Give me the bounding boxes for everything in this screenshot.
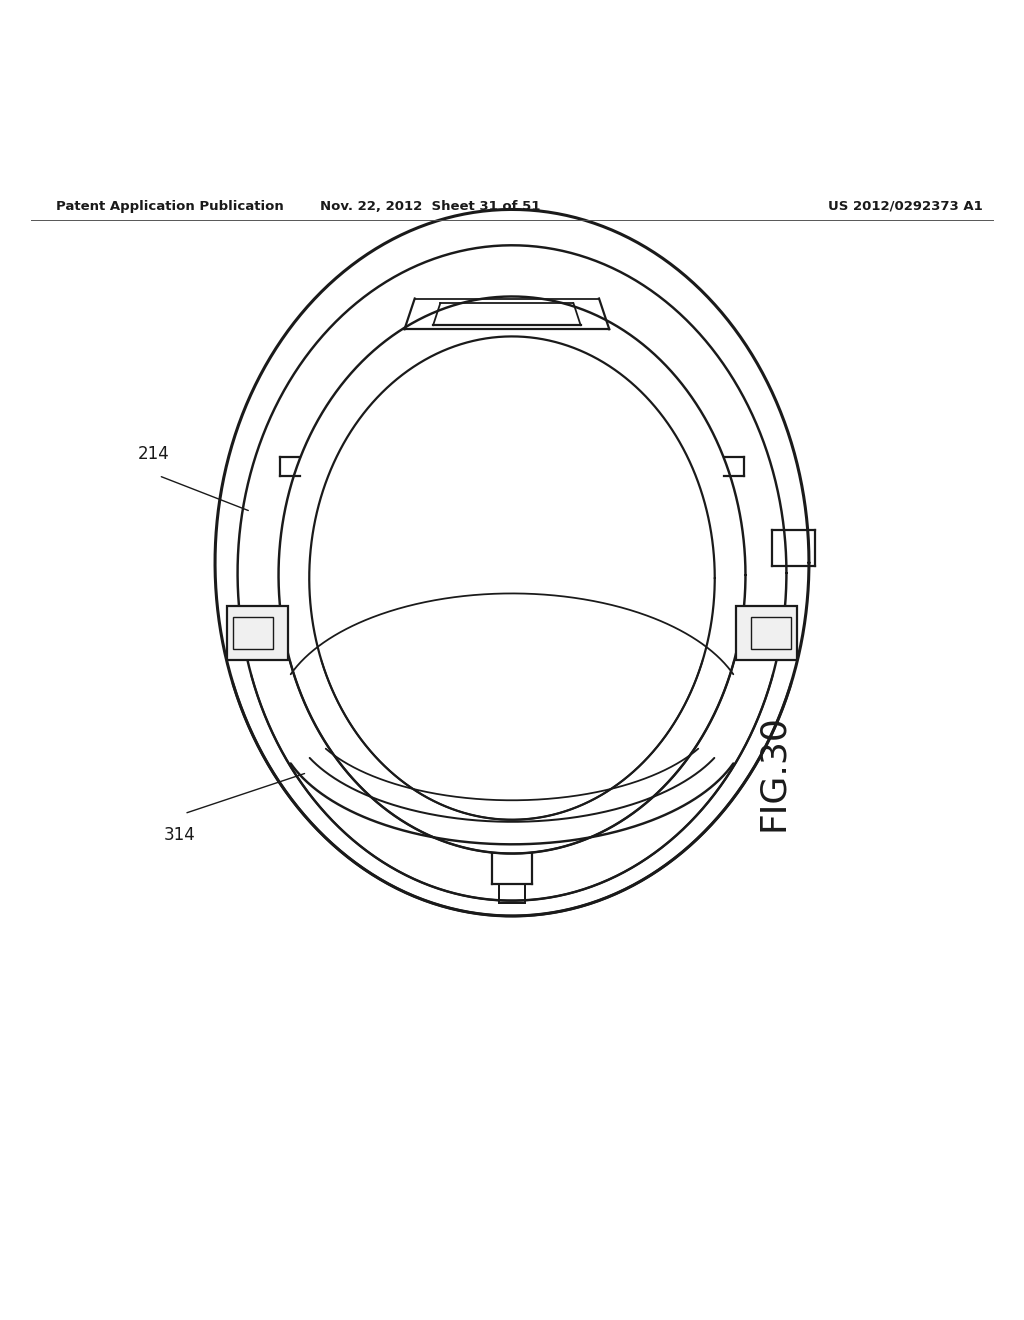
Bar bbox=[233, 616, 273, 649]
Bar bbox=[736, 606, 797, 660]
Text: US 2012/0292373 A1: US 2012/0292373 A1 bbox=[828, 199, 983, 213]
Bar bbox=[751, 616, 791, 649]
Text: FIG.30: FIG.30 bbox=[756, 714, 791, 832]
Bar bbox=[227, 606, 288, 660]
Text: 314: 314 bbox=[163, 826, 196, 843]
Text: 214: 214 bbox=[137, 445, 170, 463]
Text: Patent Application Publication: Patent Application Publication bbox=[56, 199, 284, 213]
Text: Nov. 22, 2012  Sheet 31 of 51: Nov. 22, 2012 Sheet 31 of 51 bbox=[319, 199, 541, 213]
